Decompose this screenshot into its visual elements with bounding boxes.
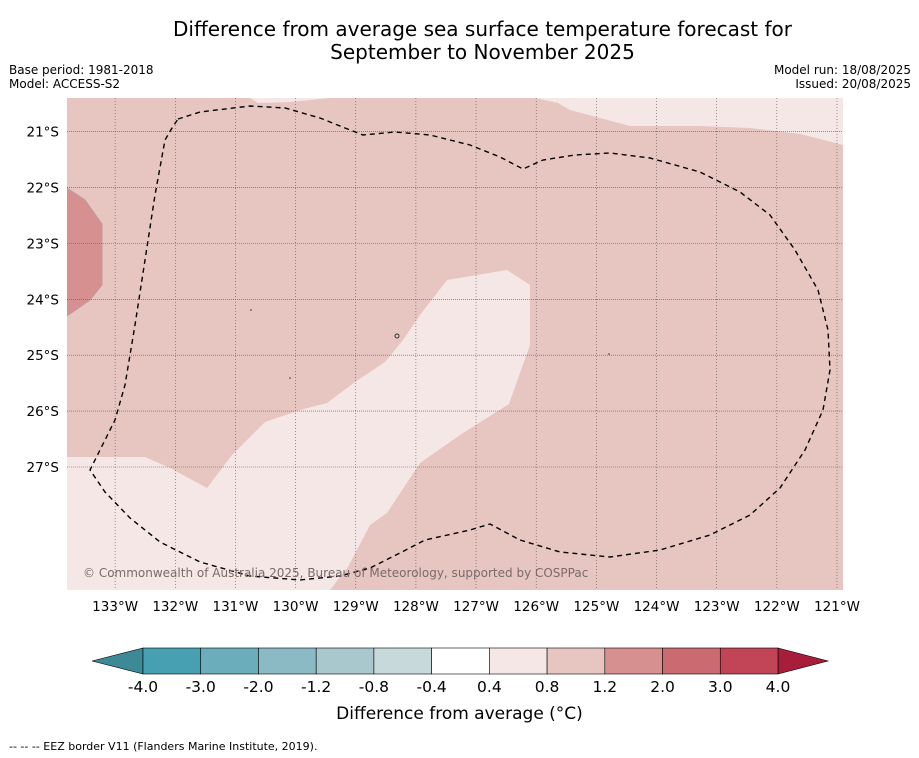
lat-tick-label: 22°S	[27, 180, 60, 196]
lon-tick-label: 131°W	[212, 599, 258, 615]
lon-tick-label: 122°W	[754, 599, 800, 615]
lon-tick-label: 129°W	[333, 599, 379, 615]
base-period: Base period: 1981-2018	[9, 63, 154, 77]
anomaly-region-top-right	[535, 98, 843, 145]
colorbar-tick-label: -0.8	[359, 678, 389, 696]
colorbar-title: Difference from average (°C)	[336, 704, 583, 724]
anomaly-region-1.2-2.0	[67, 188, 102, 316]
lon-tick-label: 130°W	[273, 599, 319, 615]
map-panel: © Commonwealth of Australia 2025, Bureau…	[67, 98, 843, 590]
lon-tick-label: 132°W	[152, 599, 198, 615]
island-marker	[250, 309, 252, 311]
colorbar-under-arrow	[91, 647, 144, 675]
eez-border	[89, 105, 831, 581]
colorbar-segment	[719, 647, 779, 675]
colorbar-tick-label: 3.0	[708, 678, 733, 696]
lon-tick-label: 121°W	[814, 599, 860, 615]
lat-tick-label: 24°S	[27, 292, 60, 308]
colorbar-tick-label: 1.2	[592, 678, 617, 696]
lon-tick-label: 125°W	[573, 599, 619, 615]
colorbar-segment	[546, 647, 606, 675]
lat-tick-label: 25°S	[27, 348, 60, 364]
colorbar-segment	[662, 647, 721, 675]
colorbar-tick-label: 0.4	[477, 678, 502, 696]
colorbar-segment	[258, 647, 317, 675]
lat-tick-label: 23°S	[27, 236, 60, 252]
map-title: Difference from average sea surface temp…	[0, 18, 919, 64]
island-marker	[394, 333, 400, 339]
issued-date: Issued: 20/08/2025	[795, 77, 911, 91]
lon-tick-label: 123°W	[694, 599, 740, 615]
longitude-labels: 133°W 132°W 131°W 130°W 129°W 128°W 127°W 126°W…	[92, 599, 860, 615]
colorbar-tick-label: -4.0	[128, 678, 158, 696]
colorbar-segment	[604, 647, 663, 675]
colorbar-segment	[142, 647, 202, 675]
meta-left: Base period: 1981-2018 Model: ACCESS-S2	[9, 63, 154, 91]
lon-tick-label: 126°W	[513, 599, 559, 615]
lat-tick-label: 21°S	[27, 125, 60, 141]
copyright-notice: © Commonwealth of Australia 2025, Bureau…	[83, 566, 588, 580]
island-marker	[608, 353, 610, 355]
colorbar: -4.0 -3.0 -2.0 -1.2 -0.8 -0.4 0.4 0.8 1.2 2.0 3.0 4…	[91, 647, 830, 696]
colorbar-segment	[200, 647, 259, 675]
colorbar-over-arrow	[777, 647, 830, 675]
lon-tick-label: 124°W	[634, 599, 680, 615]
colorbar-tick-label: 2.0	[650, 678, 675, 696]
colorbar-tick-label: 0.8	[535, 678, 560, 696]
colorbar-tick-label: -2.0	[243, 678, 273, 696]
latitude-labels: 21°S 22°S 23°S 24°S 25°S 26°S 27°S	[27, 125, 60, 476]
title-line-2: September to November 2025	[330, 40, 635, 64]
anomaly-sliver-top	[250, 98, 330, 103]
footer-note: -- -- -- EEZ border V11 (Flanders Marine…	[9, 740, 318, 753]
colorbar-segment	[489, 647, 548, 675]
lat-tick-label: 26°S	[27, 404, 60, 420]
colorbar-tick-label: -1.2	[301, 678, 331, 696]
anomaly-region-0.4-0.8	[67, 270, 530, 590]
colorbar-segment	[431, 647, 490, 675]
lat-tick-label: 27°S	[27, 460, 60, 476]
colorbar-tick-label: -0.4	[417, 678, 447, 696]
colorbar-tick-label: -3.0	[186, 678, 216, 696]
model-name: Model: ACCESS-S2	[9, 77, 121, 91]
lon-tick-label: 128°W	[393, 599, 439, 615]
lon-tick-label: 133°W	[92, 599, 138, 615]
colorbar-tick-label: 4.0	[766, 678, 791, 696]
gridlines	[67, 98, 843, 590]
contour-line-warm	[67, 187, 103, 317]
lon-tick-label: 127°W	[453, 599, 499, 615]
colorbar-segment	[315, 647, 375, 675]
colorbar-segment	[373, 647, 432, 675]
title-line-1: Difference from average sea surface temp…	[172, 17, 792, 41]
meta-right: Model run: 18/08/2025 Issued: 20/08/2025	[774, 63, 911, 91]
model-run: Model run: 18/08/2025	[773, 63, 911, 77]
island-marker	[289, 377, 291, 379]
